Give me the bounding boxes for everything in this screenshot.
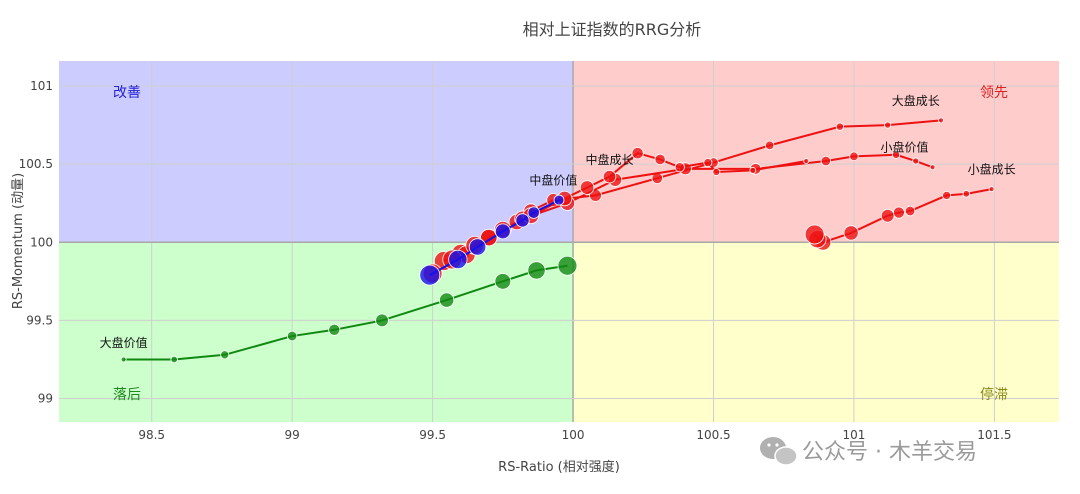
series-point — [843, 225, 859, 241]
quadrant-leading-label: 领先 — [980, 85, 1008, 101]
x-tick-label: 98.5 — [138, 428, 165, 442]
series-point — [468, 238, 487, 256]
series-point — [654, 153, 666, 166]
quadrant-improving — [59, 61, 574, 243]
series-point — [988, 186, 995, 193]
series-point — [938, 117, 944, 124]
series-point — [749, 166, 757, 174]
series-point — [515, 213, 530, 228]
series-point — [912, 157, 920, 165]
series-point — [803, 158, 810, 164]
series-annotation: 中盘成长 — [586, 152, 634, 167]
axis-ticks: 98.5 99 99.5 100 100.5 101 101.5 99 99.5 100 100.5… — [19, 79, 1012, 442]
series-point — [494, 223, 511, 240]
series-point — [849, 151, 859, 162]
series-point — [804, 224, 825, 245]
series-point — [942, 190, 952, 200]
x-axis-title: RS-Ratio (相对强度) — [498, 459, 620, 475]
watermark: 公众号 · 木羊交易 — [760, 437, 977, 466]
x-tick-label: 99.5 — [419, 428, 446, 442]
series-line — [123, 264, 568, 361]
quadrant-leading — [573, 61, 1059, 243]
quadrant-improving-label: 改善 — [113, 85, 141, 101]
series-point — [929, 164, 936, 171]
series-point — [674, 162, 685, 173]
series-point — [553, 194, 565, 206]
series-point — [835, 122, 844, 131]
series-point — [703, 158, 713, 168]
series-point — [120, 356, 127, 363]
series-point — [494, 273, 512, 290]
grid-lines — [59, 61, 1059, 422]
series-point — [328, 323, 341, 336]
series-point — [904, 205, 916, 217]
series-annotation: 大盘价值 — [100, 335, 148, 350]
quadrant-backgrounds — [59, 61, 1059, 422]
series-annotation: 小盘价值 — [880, 140, 928, 155]
series-point — [712, 167, 721, 176]
y-tick-label: 100.5 — [19, 157, 53, 171]
series-trail — [804, 186, 995, 251]
quadrant-weakening-label: 停滞 — [980, 386, 1008, 403]
series-annotation: 中盘价值 — [529, 172, 577, 187]
wechat-icon — [760, 437, 798, 466]
x-tick-label: 101.5 — [977, 428, 1011, 442]
series-annotation: 小盘成长 — [968, 162, 1016, 177]
series-point — [764, 140, 775, 151]
series-point — [439, 292, 455, 308]
quadrant-weakening — [573, 242, 1059, 422]
series-point — [375, 313, 389, 328]
series-annotation: 大盘成长 — [892, 93, 940, 108]
series-point — [419, 264, 441, 286]
quadrant-lagging-label: 落后 — [113, 387, 141, 403]
series-point — [170, 355, 178, 364]
x-tick-label: 99 — [285, 428, 300, 442]
x-tick-label: 101 — [842, 428, 865, 442]
x-tick-label: 100 — [562, 428, 585, 442]
y-tick-label: 99.5 — [26, 313, 53, 327]
series-point — [579, 180, 595, 195]
series-point — [602, 169, 617, 184]
y-tick-label: 99 — [38, 392, 53, 406]
series-point — [891, 150, 901, 159]
chart-title: 相对上证指数的RRG分析 — [523, 20, 702, 39]
series-point — [962, 190, 971, 198]
series-point — [631, 147, 644, 160]
series-point — [884, 121, 892, 129]
series-point — [286, 330, 298, 342]
y-axis-title: RS-Momentum (动量) — [11, 173, 26, 309]
x-tick-label: 100.5 — [696, 428, 730, 442]
y-tick-label: 101 — [30, 79, 53, 93]
series-point — [220, 350, 230, 360]
series-point — [527, 206, 540, 219]
series-point — [880, 208, 895, 223]
series-point — [448, 249, 468, 270]
watermark-text: 公众号 · 木羊交易 — [802, 440, 977, 465]
series-point — [557, 255, 578, 276]
series-point — [820, 155, 832, 167]
series-point — [527, 261, 546, 280]
series-point — [892, 206, 905, 219]
series-layer — [120, 117, 995, 364]
y-tick-label: 100 — [30, 235, 53, 249]
series-trail — [419, 194, 565, 286]
series-trail — [120, 255, 578, 364]
